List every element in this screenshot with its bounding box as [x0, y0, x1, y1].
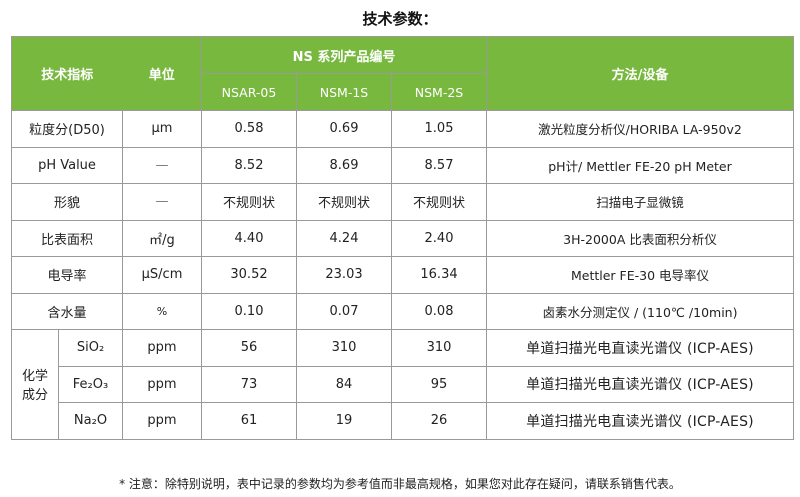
header-method: 方法/设备 [486, 36, 794, 111]
row-name: 含水量 [11, 292, 123, 330]
chem-name: SiO₂ [59, 330, 122, 367]
row-value: 23.03 [296, 256, 392, 294]
chem-name: Fe₂O₃ [59, 367, 122, 403]
row-name: 粒度分(D50) [11, 110, 123, 148]
header-index: 技术指标 [41, 68, 94, 83]
row-method: 扫描电子显微镜 [486, 183, 794, 221]
row-value: 310 [296, 329, 392, 367]
row-unit: μS/cm [122, 256, 202, 294]
row-value: 84 [296, 365, 392, 403]
table-row: ppm 61 19 26 单道扫描光电直读光谱仪 (ICP-AES) [12, 402, 794, 440]
row-name: pH Value [11, 146, 123, 184]
row-value: 0.07 [296, 292, 392, 330]
row-unit: μm [122, 110, 202, 148]
row-value: 26 [391, 402, 487, 440]
row-value: 8.57 [391, 146, 487, 184]
row-name: 比表面积 [11, 219, 123, 257]
row-method: pH计/ Mettler FE-20 pH Meter [486, 146, 794, 184]
row-value: 0.69 [296, 110, 392, 148]
table-row: 含水量 % 0.10 0.07 0.08 卤素水分测定仪 / (110℃ /10… [11, 292, 794, 330]
row-method: Mettler FE-30 电导率仪 [486, 256, 794, 294]
table-row: 电导率 μS/cm 30.52 23.03 16.34 Mettler FE-3… [11, 256, 794, 294]
row-method: 卤素水分测定仪 / (110℃ /10min) [486, 292, 794, 330]
row-value: 30.52 [201, 256, 297, 294]
row-unit: ppm [122, 365, 202, 403]
table-row: 形貌 — 不规则状 不规则状 不规则状 扫描电子显微镜 [11, 183, 794, 221]
page-title: 技术参数： [362, 10, 438, 28]
row-unit: % [122, 292, 202, 330]
row-unit: ㎡/g [122, 219, 202, 257]
row-value: 2.40 [391, 219, 487, 257]
row-method: 单道扫描光电直读光谱仪 (ICP-AES) [486, 402, 794, 440]
row-value: 不规则状 [296, 183, 392, 221]
row-value: 4.24 [296, 219, 392, 257]
row-value: 310 [391, 329, 487, 367]
table-row: pH Value — 8.52 8.69 8.57 pH计/ Mettler F… [11, 146, 794, 184]
chem-group-line: 成分 [21, 388, 48, 404]
row-value: 8.69 [296, 146, 392, 184]
header-product-2: NSM-1S [296, 73, 392, 111]
header-index-cell: 技术指标 单位 [11, 36, 202, 111]
row-unit: ppm [122, 402, 202, 440]
header-series: NS 系列产品编号 [201, 36, 487, 74]
row-value: 不规则状 [201, 183, 297, 221]
row-value: 4.40 [201, 219, 297, 257]
spec-table: 技术指标 单位 NS 系列产品编号 方法/设备 NSAR-05 NSM-1S N… [11, 36, 794, 440]
row-unit: — [122, 146, 202, 184]
row-value: 8.52 [201, 146, 297, 184]
row-method: 激光粒度分析仪/HORIBA LA-950v2 [486, 110, 794, 148]
header-product-1: NSAR-05 [201, 73, 297, 111]
footnote: * 注意：除特别说明，表中记录的参数均为参考值而非最高规格，如果您对此存在疑问，… [119, 477, 681, 491]
row-value: 0.08 [391, 292, 487, 330]
row-method: 单道扫描光电直读光谱仪 (ICP-AES) [486, 329, 794, 367]
table-row: 化学 成分 SiO₂ Fe₂O₃ Na₂O ppm 56 310 310 单道扫… [11, 329, 794, 440]
header-product-3: NSM-2S [391, 73, 487, 111]
row-unit: ppm [122, 329, 202, 367]
table-row: 比表面积 ㎡/g 4.40 4.24 2.40 3H-2000A 比表面积分析仪 [11, 219, 794, 257]
chem-group-label: 化学 成分 [12, 365, 58, 403]
row-unit: — [122, 183, 202, 221]
chem-group-line: 化学 [21, 369, 48, 385]
table-header: 技术指标 单位 NS 系列产品编号 方法/设备 NSAR-05 NSM-1S N… [11, 36, 794, 111]
row-value: 16.34 [391, 256, 487, 294]
row-value: 不规则状 [391, 183, 487, 221]
row-value: 73 [201, 365, 297, 403]
row-value: 56 [201, 329, 297, 367]
row-value: 1.05 [391, 110, 487, 148]
row-value: 61 [201, 402, 297, 440]
table-row: 粒度分(D50) μm 0.58 0.69 1.05 激光粒度分析仪/HORIB… [11, 110, 794, 148]
header-unit: 单位 [148, 68, 175, 83]
row-value: 19 [296, 402, 392, 440]
row-method: 3H-2000A 比表面积分析仪 [486, 219, 794, 257]
row-name: 形貌 [11, 183, 123, 221]
table-row: ppm 73 84 95 单道扫描光电直读光谱仪 (ICP-AES) [12, 365, 794, 403]
row-method: 单道扫描光电直读光谱仪 (ICP-AES) [486, 365, 794, 403]
chem-group-cell: 化学 成分 SiO₂ Fe₂O₃ Na₂O [11, 329, 123, 440]
row-name: 电导率 [11, 256, 123, 294]
row-value: 95 [391, 365, 487, 403]
row-value: 0.58 [201, 110, 297, 148]
chem-name: Na₂O [73, 413, 108, 429]
row-value: 0.10 [201, 292, 297, 330]
